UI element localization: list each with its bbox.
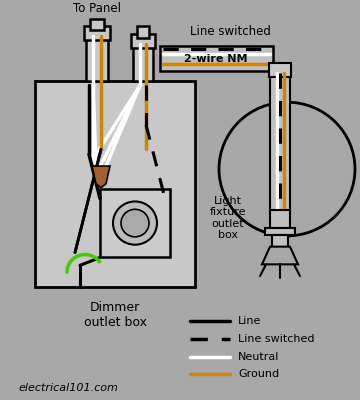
Text: Line switched: Line switched [238,334,315,344]
Text: Ground: Ground [238,370,279,380]
Bar [100,189,170,258]
Polygon shape [92,166,110,188]
Text: Neutral: Neutral [238,352,279,362]
Circle shape [121,209,149,237]
Bar [160,46,273,71]
Bar [269,63,291,77]
Bar [90,19,104,30]
Circle shape [219,102,355,236]
Polygon shape [262,247,298,264]
Bar [137,26,149,38]
Text: electrical101.com: electrical101.com [18,383,118,393]
Bar [35,80,195,287]
Bar [131,34,155,48]
Text: 2-wire NM: 2-wire NM [184,54,248,64]
Text: Light
fixture
outlet
box: Light fixture outlet box [210,196,246,240]
Bar [84,26,110,40]
Text: Line: Line [238,316,261,326]
Text: Dimmer
outlet box: Dimmer outlet box [84,301,147,329]
Bar [133,44,153,80]
Circle shape [113,202,157,245]
Bar [86,36,108,80]
Bar [272,235,288,247]
Bar [270,210,290,228]
Text: Line switched: Line switched [190,25,271,38]
Bar [270,71,290,213]
Text: To Panel: To Panel [73,2,121,15]
Bar [265,228,295,235]
